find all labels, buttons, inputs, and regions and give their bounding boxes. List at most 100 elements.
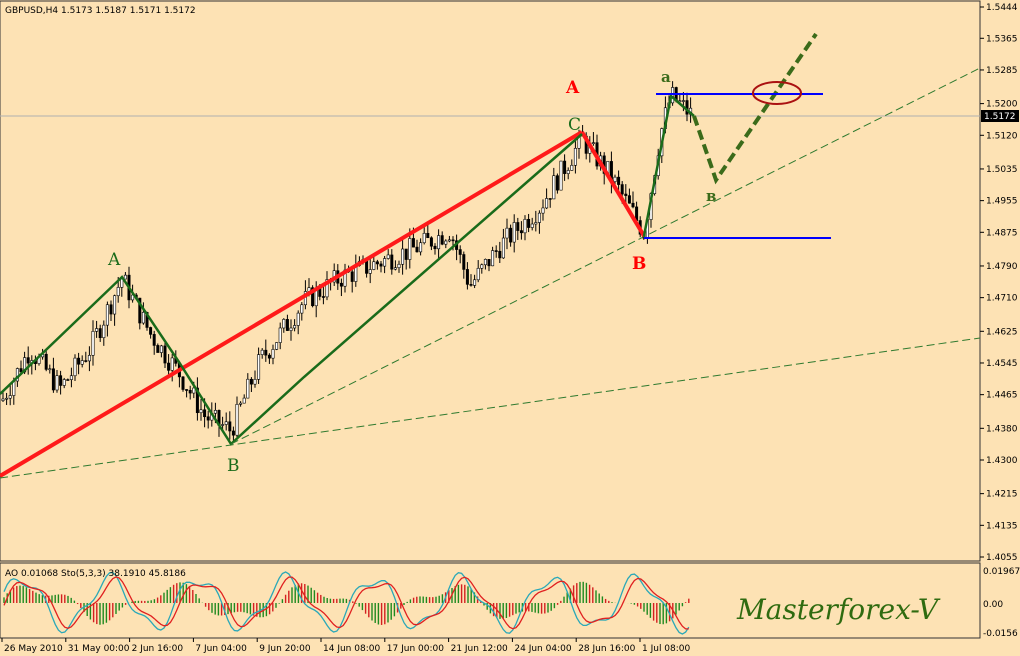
candle-body bbox=[624, 193, 628, 196]
candle-body bbox=[458, 249, 462, 255]
candle-body bbox=[552, 175, 556, 200]
price-tick-label: 1.5120 bbox=[986, 131, 1018, 141]
candle-body bbox=[203, 409, 207, 418]
candle-body bbox=[383, 258, 387, 267]
time-tick-label: 9 Jun 20:00 bbox=[259, 644, 311, 654]
support-dashed-line-lower bbox=[0, 337, 981, 479]
candle-body bbox=[149, 327, 153, 335]
candle-body bbox=[487, 259, 491, 267]
chart-header: GBPUSD,H4 1.5173 1.5187 1.5171 1.5172 bbox=[5, 6, 196, 16]
candle-body bbox=[120, 278, 124, 288]
candle-body bbox=[199, 409, 203, 414]
candle-body bbox=[321, 296, 325, 298]
candle-body bbox=[483, 259, 487, 266]
candle-body bbox=[105, 304, 109, 326]
candle-body bbox=[69, 375, 73, 380]
red-trend-line bbox=[0, 130, 584, 478]
candle-body bbox=[563, 160, 567, 174]
candle-body bbox=[537, 212, 541, 223]
candle-body bbox=[516, 222, 520, 231]
price-tick-label: 1.4215 bbox=[986, 490, 1018, 500]
candle-body bbox=[123, 274, 127, 280]
candle-body bbox=[300, 304, 304, 314]
price-tick-label: 1.4465 bbox=[986, 391, 1018, 401]
candle-body bbox=[411, 238, 415, 248]
candle-body bbox=[401, 248, 405, 265]
candle-body bbox=[426, 232, 430, 239]
watermark-text: Masterforex-V bbox=[736, 593, 941, 626]
candle-body bbox=[393, 267, 397, 270]
candle-body bbox=[1, 398, 5, 401]
candle-body bbox=[505, 227, 509, 239]
price-tick-label: 1.4135 bbox=[986, 521, 1018, 531]
candle-body bbox=[408, 238, 412, 260]
wave-label-b-red: B bbox=[632, 254, 646, 274]
price-tick-label: 1.4710 bbox=[986, 294, 1018, 304]
candle-body bbox=[368, 269, 372, 274]
candle-body bbox=[469, 284, 473, 286]
time-tick-label: 28 Jun 16:00 bbox=[578, 644, 635, 654]
candle-body bbox=[390, 254, 394, 270]
candle-body bbox=[627, 195, 631, 204]
candle-body bbox=[566, 170, 570, 174]
indicator-tick-mid: 0.00 bbox=[983, 600, 1003, 610]
candle-body bbox=[152, 334, 156, 346]
candle-body bbox=[476, 267, 480, 281]
time-tick-label: 7 Jun 04:00 bbox=[195, 644, 247, 654]
candle-body bbox=[591, 142, 595, 144]
candle-body bbox=[66, 379, 70, 381]
wave-label-v-small: в bbox=[706, 187, 716, 205]
indicator-label: AO 0.01068 Sto(5,3,3) 38.1910 45.8186 bbox=[5, 569, 186, 579]
candle-body bbox=[548, 198, 552, 200]
candle-body bbox=[138, 297, 142, 324]
candle-body bbox=[87, 355, 91, 362]
price-tick-label: 1.4380 bbox=[986, 424, 1018, 434]
candle-body bbox=[375, 261, 379, 265]
candle-body bbox=[350, 271, 354, 282]
wave-label-c-green: C bbox=[568, 115, 581, 135]
price-tick-label: 1.4055 bbox=[986, 553, 1018, 563]
candle-body bbox=[84, 360, 88, 362]
candle-body bbox=[231, 430, 235, 436]
wave-label-b-green: B bbox=[227, 456, 240, 476]
candle-body bbox=[73, 357, 77, 377]
candle-body bbox=[397, 263, 401, 268]
time-tick-label: 2 Jun 16:00 bbox=[132, 644, 184, 654]
candle-body bbox=[404, 248, 408, 260]
candle-body bbox=[527, 218, 531, 228]
candle-body bbox=[681, 100, 685, 102]
time-tick-label: 31 May 00:00 bbox=[68, 644, 130, 654]
candle-body bbox=[437, 235, 441, 250]
candle-body bbox=[109, 304, 113, 315]
candle-body bbox=[386, 254, 390, 259]
candle-body bbox=[98, 328, 102, 339]
wave-label-a-green: A bbox=[107, 250, 121, 270]
candle-body bbox=[289, 327, 293, 331]
current-price-box bbox=[981, 110, 1019, 122]
indicator-tick-top: 0.01967 bbox=[983, 567, 1020, 577]
time-tick-label: 1 Jul 08:00 bbox=[642, 644, 691, 654]
red-wave-line bbox=[580, 130, 646, 238]
candle-body bbox=[267, 354, 271, 359]
candle-body bbox=[419, 242, 423, 253]
candle-body bbox=[95, 328, 99, 332]
candle-body bbox=[59, 375, 63, 386]
candle-body bbox=[275, 342, 279, 350]
stochastic-signal-line bbox=[3, 576, 689, 630]
candle-body bbox=[631, 202, 635, 208]
candle-body bbox=[271, 349, 275, 359]
candle-body bbox=[519, 230, 523, 234]
price-tick-label: 1.4790 bbox=[986, 262, 1018, 272]
stochastic-main-line bbox=[3, 571, 690, 635]
candle-body bbox=[195, 387, 199, 414]
candle-body bbox=[44, 353, 48, 370]
candle-body bbox=[48, 368, 52, 371]
candle-body bbox=[5, 397, 9, 400]
candle-body bbox=[465, 269, 469, 285]
candle-body bbox=[447, 239, 451, 242]
candle-body bbox=[512, 222, 516, 243]
candle-body bbox=[242, 397, 246, 404]
candle-body bbox=[102, 324, 106, 339]
price-tick-label: 1.4955 bbox=[986, 197, 1018, 207]
